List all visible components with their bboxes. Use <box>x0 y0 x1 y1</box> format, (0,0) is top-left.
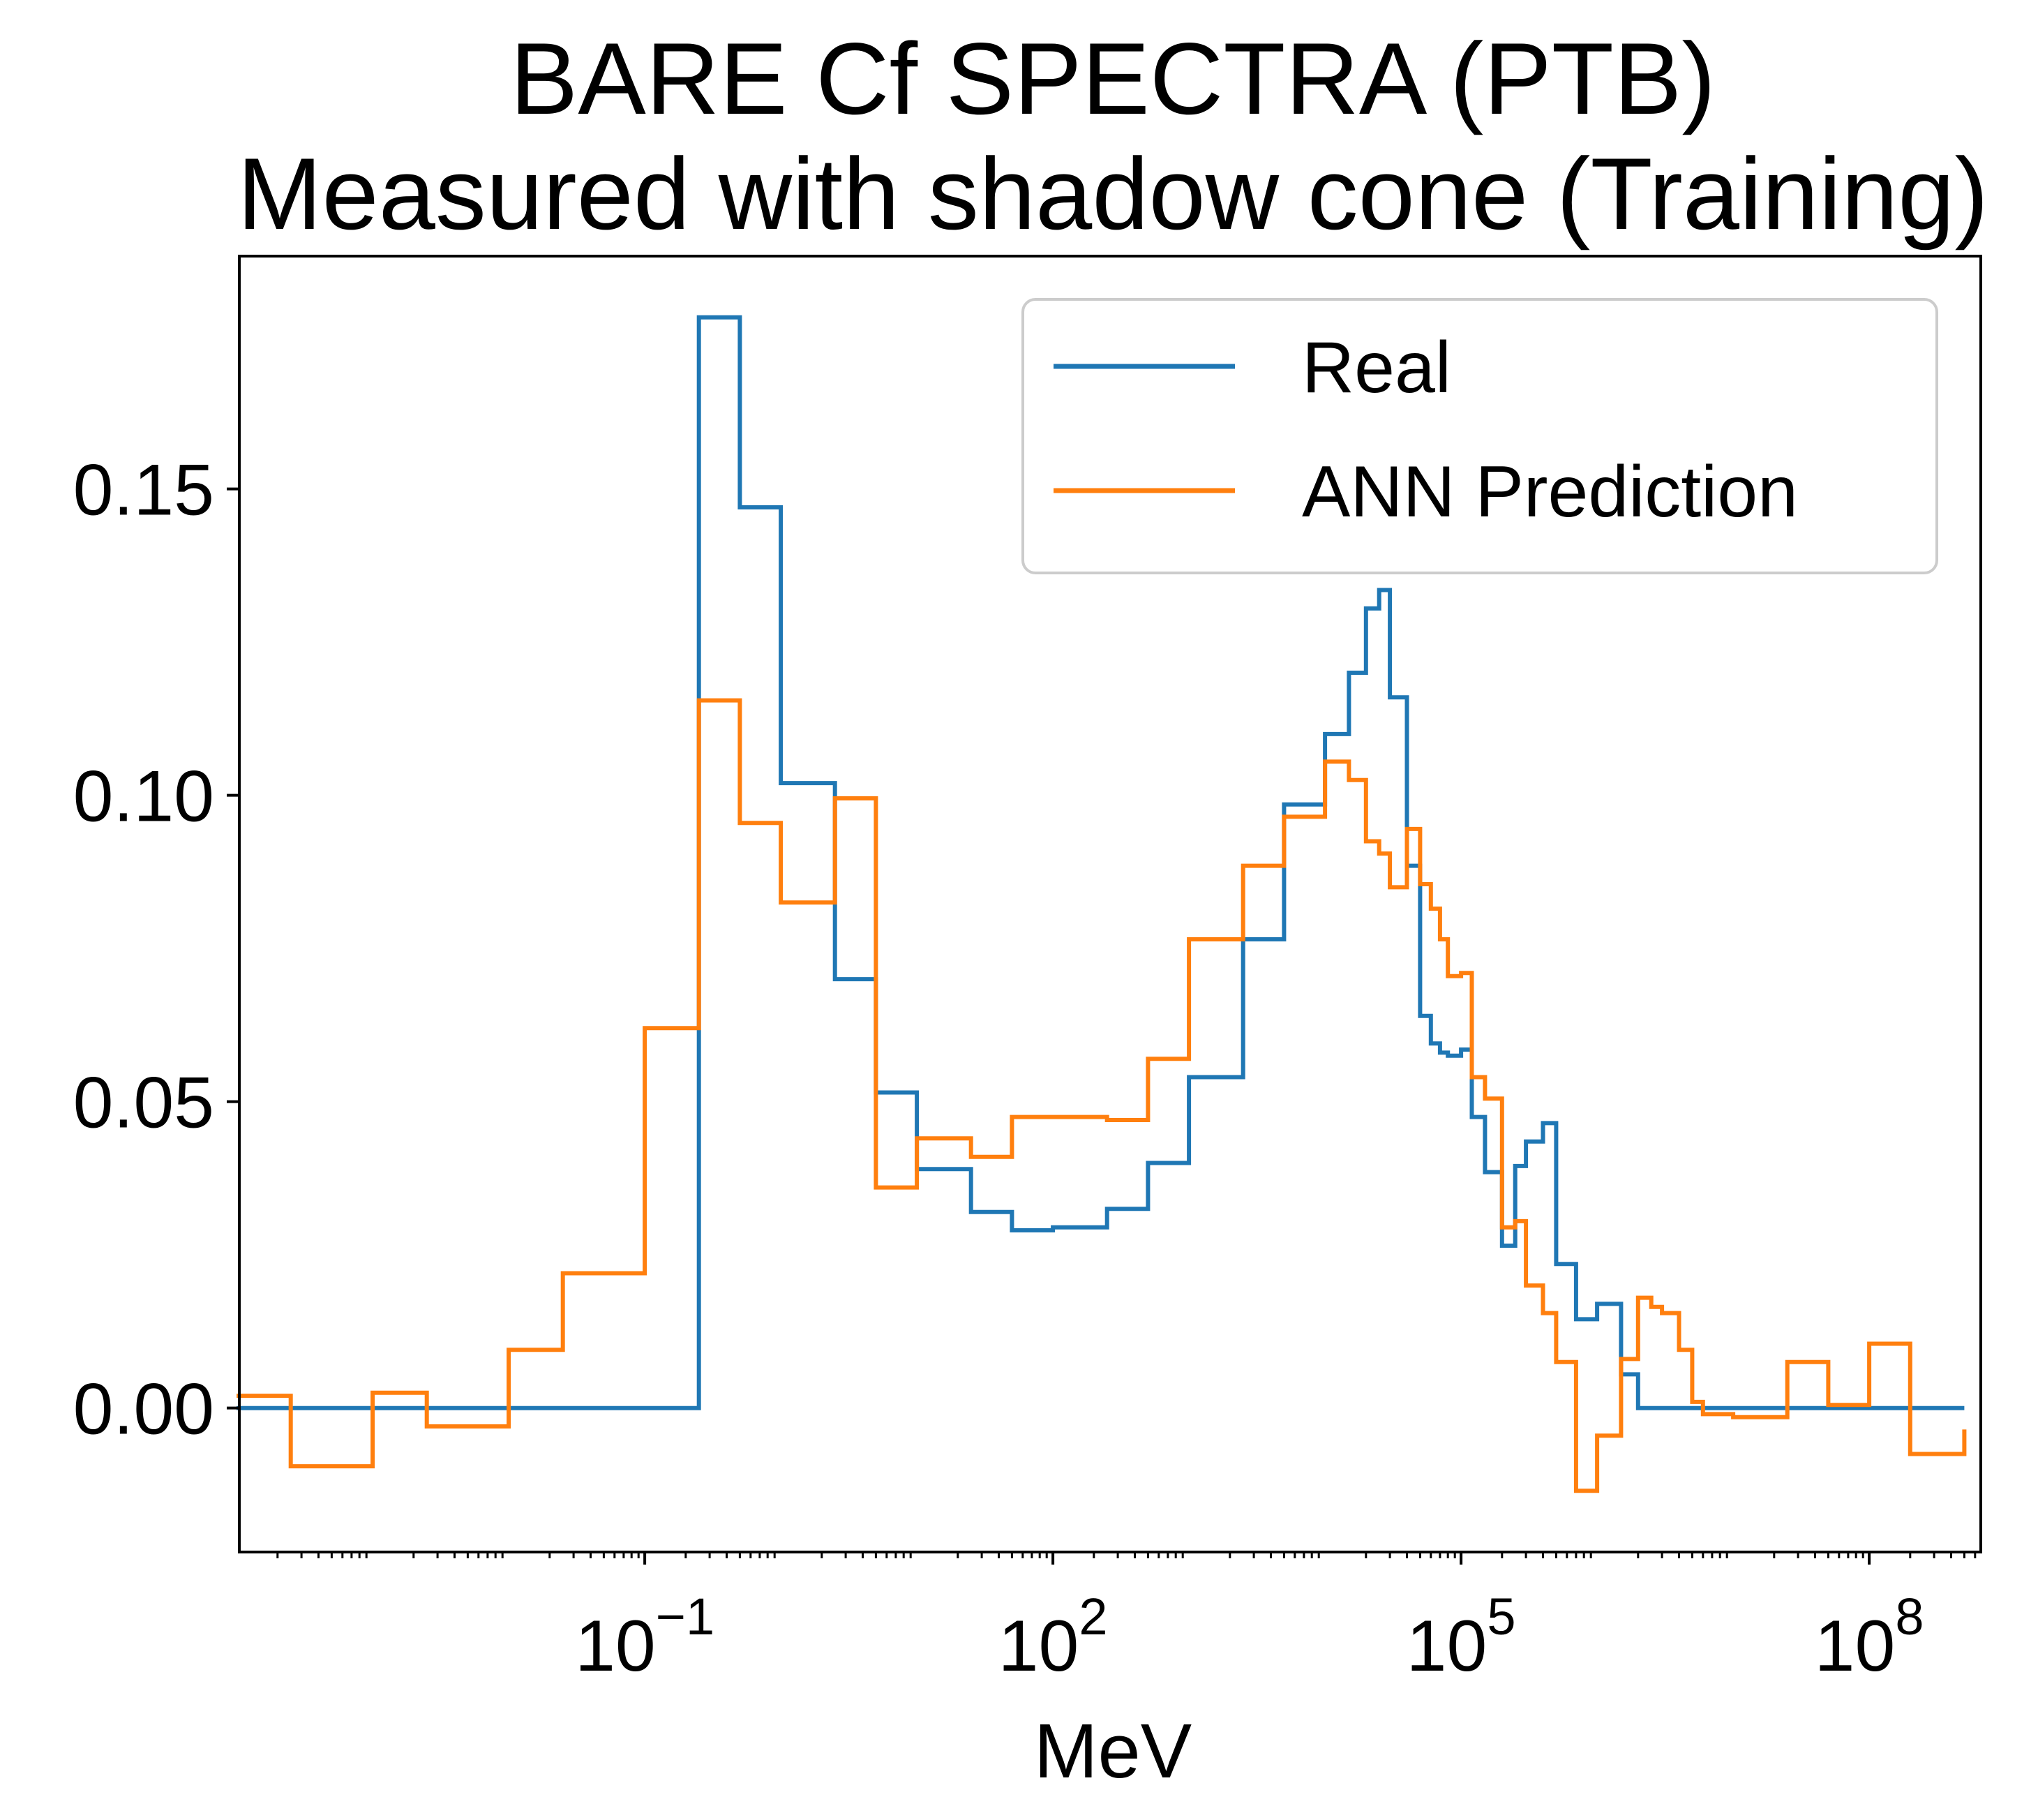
x-axis: 10−1 102 105 108 <box>276 1552 1977 1687</box>
y-axis: 0.00 0.05 0.10 0.15 <box>73 450 239 1450</box>
legend: Real ANN Prediction <box>1021 298 1938 574</box>
legend-label-ann-prediction: ANN Prediction <box>1302 452 1798 532</box>
y-tick-label: 0.10 <box>73 756 214 837</box>
series-layer <box>237 315 1967 1493</box>
x-tick-label: 102 <box>998 1588 1108 1687</box>
chart-title-line1: BARE Cf SPECTRA (PTB) <box>510 22 1716 135</box>
x-tick-label: 108 <box>1815 1588 1924 1687</box>
plot-area <box>237 255 1982 1553</box>
y-tick-label: 0.05 <box>73 1063 214 1144</box>
x-axis-label: MeV <box>1034 1708 1192 1794</box>
x-tick-label: 10−1 <box>575 1588 714 1687</box>
plot-frame <box>238 255 1982 1553</box>
legend-label-real: Real <box>1302 327 1451 408</box>
y-tick-label: 0.15 <box>73 450 214 531</box>
x-tick-label: 105 <box>1407 1588 1516 1687</box>
legend-box <box>1021 298 1938 574</box>
series-line-real <box>237 315 1965 1410</box>
series-line-ann-prediction <box>237 698 1967 1493</box>
y-tick-label: 0.00 <box>73 1369 214 1450</box>
chart-title-line2: Measured with shadow cone (Training) <box>237 137 1988 251</box>
